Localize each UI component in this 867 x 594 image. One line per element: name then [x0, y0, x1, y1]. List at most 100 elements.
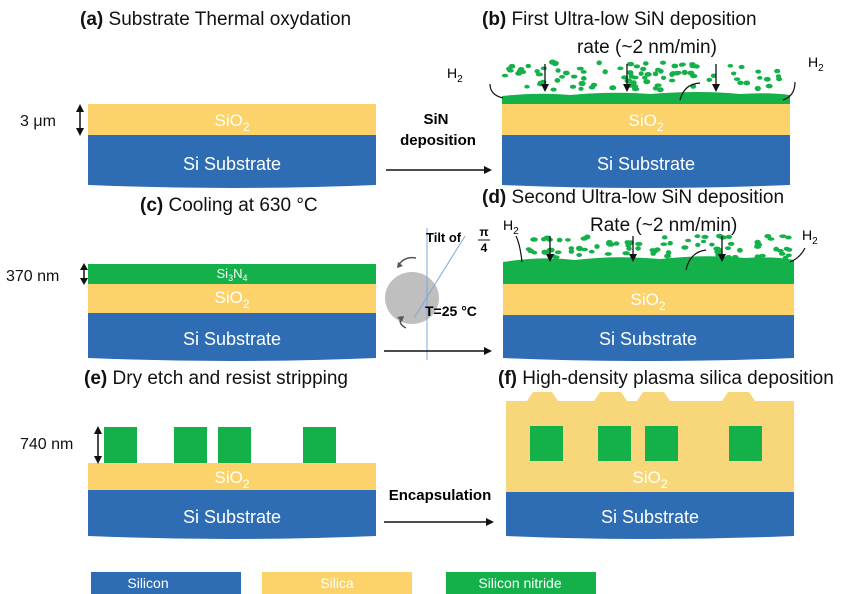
panel-b-silica-label: SiO2: [628, 111, 663, 134]
sin-particle: [594, 244, 600, 249]
panel-b: (b) First Ultra-low SiN deposition rate …: [447, 9, 824, 188]
sin-particle: [535, 72, 544, 77]
sin-particle: [568, 246, 575, 251]
sin-particle: [554, 250, 562, 255]
panel-c-silicon-layer: [88, 313, 376, 361]
sin-particle: [701, 234, 709, 239]
sin-particle: [782, 255, 789, 260]
sin-particle: [656, 87, 664, 93]
panel-f-letter: (f): [498, 368, 517, 389]
panel-e-silica-label: SiO2: [214, 468, 249, 491]
sin-particle: [676, 70, 682, 75]
sin-particle: [779, 234, 787, 238]
panel-d-down-arrows: [546, 236, 726, 262]
panel-a-silicon-layer: [88, 135, 376, 188]
sin-particle: [757, 76, 763, 80]
panel-a-dimension: 3 μm: [20, 113, 56, 130]
sin-particle: [530, 237, 538, 242]
sin-particle: [785, 235, 792, 240]
sin-particle: [581, 76, 587, 81]
panel-c: (c) Cooling at 630 °C Si3N4 SiO2 Si Subs…: [6, 195, 376, 361]
sin-particle: [580, 70, 587, 74]
sin-particle: [525, 247, 532, 251]
sin-particle: [606, 241, 613, 247]
sin-particle: [626, 61, 635, 67]
sin-particle: [524, 84, 530, 89]
panel-d-h2-left: H2: [503, 217, 519, 237]
sin-particle: [596, 60, 602, 66]
sin-particle: [759, 253, 766, 258]
panel-e-waveguide: [104, 427, 137, 463]
sin-particle: [569, 84, 577, 89]
sin-particle: [668, 78, 676, 83]
temperature-label: T=25 °C: [425, 303, 477, 319]
sin-particle: [625, 243, 631, 248]
arrow-ef-label: Encapsulation: [389, 487, 492, 504]
panel-c-silica-label: SiO2: [214, 288, 249, 311]
legend-silica-swatch: [262, 572, 412, 594]
panel-b-down-arrows: [541, 64, 720, 92]
panel-e-silica-layer: [88, 463, 376, 490]
sin-particle: [588, 249, 595, 254]
sin-particle: [709, 242, 715, 247]
panel-d-substrate-label: Si Substrate: [599, 329, 697, 349]
sin-particle: [552, 255, 560, 259]
sin-particle: [764, 234, 772, 239]
sin-particle: [578, 80, 586, 87]
sin-particle: [661, 235, 668, 240]
panel-c-nitride-label: Si3N4: [217, 266, 248, 283]
panel-e-title: (e) Dry etch and resist stripping: [84, 368, 348, 389]
sin-particle: [570, 74, 578, 79]
sin-particle: [660, 60, 666, 65]
sin-particle: [665, 250, 672, 256]
sin-particle: [763, 76, 771, 82]
tilt-fraction-numerator: π: [479, 225, 488, 239]
panel-b-nitride-film: [502, 92, 790, 106]
panel-c-substrate-label: Si Substrate: [183, 329, 281, 349]
panel-f-silicon-layer: [506, 492, 794, 539]
panel-b-title-1: (b) First Ultra-low SiN deposition: [482, 9, 757, 30]
sin-particle: [743, 80, 751, 86]
panel-c-title: (c) Cooling at 630 °C: [140, 195, 318, 216]
sin-particle: [621, 75, 628, 80]
sin-particle: [706, 77, 713, 82]
sin-particle: [633, 64, 641, 69]
sin-particle: [624, 240, 631, 245]
panel-d-nitride-film: [503, 256, 794, 285]
sin-particle: [649, 248, 656, 253]
sin-particle: [655, 67, 661, 72]
sin-particle: [556, 237, 563, 243]
sin-particle: [622, 251, 630, 256]
panel-f-substrate-label: Si Substrate: [601, 507, 699, 527]
arrow-ab-label-1: SiN: [423, 111, 448, 128]
sin-particle: [660, 242, 668, 246]
sin-particle: [576, 66, 584, 71]
sin-particle: [755, 69, 762, 74]
panel-c-letter: (c): [140, 195, 163, 216]
panel-a-dimension-arrow: [76, 104, 84, 136]
sin-particle: [565, 238, 571, 242]
sin-particle: [555, 68, 561, 73]
panel-d: (d) Second Ultra-low SiN deposition Rate…: [482, 187, 818, 361]
sin-particle: [737, 80, 744, 86]
legend-nitride-swatch: [446, 572, 596, 594]
sin-particle: [546, 248, 553, 253]
panel-d-h2-right: H2: [802, 227, 818, 247]
sin-particle: [541, 249, 548, 255]
sin-particle: [626, 246, 632, 251]
sin-particle: [719, 235, 727, 240]
panel-d-silica-label: SiO2: [630, 290, 665, 313]
panel-c-silica-layer: [88, 284, 376, 313]
panel-f-title: (f) High-density plasma silica depositio…: [498, 368, 834, 389]
sin-particle: [630, 84, 637, 89]
sin-particle: [549, 59, 557, 65]
sin-particle: [576, 253, 583, 257]
sin-particle: [669, 71, 675, 77]
sin-particle: [687, 70, 695, 76]
sin-particle: [737, 247, 743, 253]
sin-particle: [624, 78, 633, 84]
sin-particle: [630, 80, 637, 86]
sin-particle: [731, 254, 739, 261]
sin-particle: [642, 75, 648, 80]
